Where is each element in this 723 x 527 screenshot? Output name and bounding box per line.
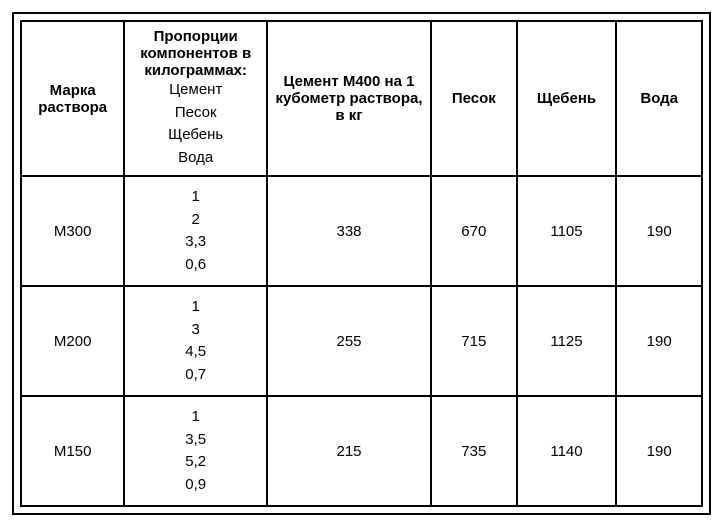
header-cement-label: Цемент М400 на 1 кубометр раствора, в кг	[275, 73, 422, 124]
cell-cement: 338	[267, 176, 431, 286]
concrete-mix-table: Марка раствора Пропорции компонентов в к…	[20, 20, 703, 507]
cell-sheben: 1140	[517, 396, 617, 506]
header-sheben: Щебень	[517, 21, 617, 176]
header-marka: Марка раствора	[21, 21, 124, 176]
cell-proportions: 123,30,6	[124, 176, 267, 286]
header-pesok: Песок	[431, 21, 517, 176]
header-proportions: Пропорции компонентов в килограммах: Цем…	[124, 21, 267, 176]
header-proportions-bold: Пропорции компонентов в килограммах:	[140, 28, 251, 79]
cell-pesok: 735	[431, 396, 517, 506]
cell-proportions: 134,50,7	[124, 286, 267, 396]
header-voda-label: Вода	[640, 90, 678, 107]
header-sheben-label: Щебень	[537, 90, 596, 107]
header-pesok-label: Песок	[452, 90, 496, 107]
header-proportions-sub: ЦементПесокЩебеньВода	[129, 79, 262, 169]
header-marka-label: Марка раствора	[38, 82, 107, 116]
header-cement: Цемент М400 на 1 кубометр раствора, в кг	[267, 21, 431, 176]
cell-voda: 190	[616, 396, 702, 506]
cell-marka: М150	[21, 396, 124, 506]
cell-sheben: 1105	[517, 176, 617, 286]
cell-marka: М200	[21, 286, 124, 396]
cell-pesok: 670	[431, 176, 517, 286]
table-row: М150 13,55,20,9 215 735 1140 190	[21, 396, 702, 506]
cell-marka: М300	[21, 176, 124, 286]
table-header-row: Марка раствора Пропорции компонентов в к…	[21, 21, 702, 176]
cell-sheben: 1125	[517, 286, 617, 396]
table-row: М200 134,50,7 255 715 1125 190	[21, 286, 702, 396]
table-outer-border: Марка раствора Пропорции компонентов в к…	[12, 12, 711, 515]
cell-voda: 190	[616, 176, 702, 286]
cell-pesok: 715	[431, 286, 517, 396]
cell-voda: 190	[616, 286, 702, 396]
header-voda: Вода	[616, 21, 702, 176]
cell-cement: 255	[267, 286, 431, 396]
cell-proportions: 13,55,20,9	[124, 396, 267, 506]
table-body: М300 123,30,6 338 670 1105 190 М200 134,…	[21, 176, 702, 506]
cell-cement: 215	[267, 396, 431, 506]
table-row: М300 123,30,6 338 670 1105 190	[21, 176, 702, 286]
